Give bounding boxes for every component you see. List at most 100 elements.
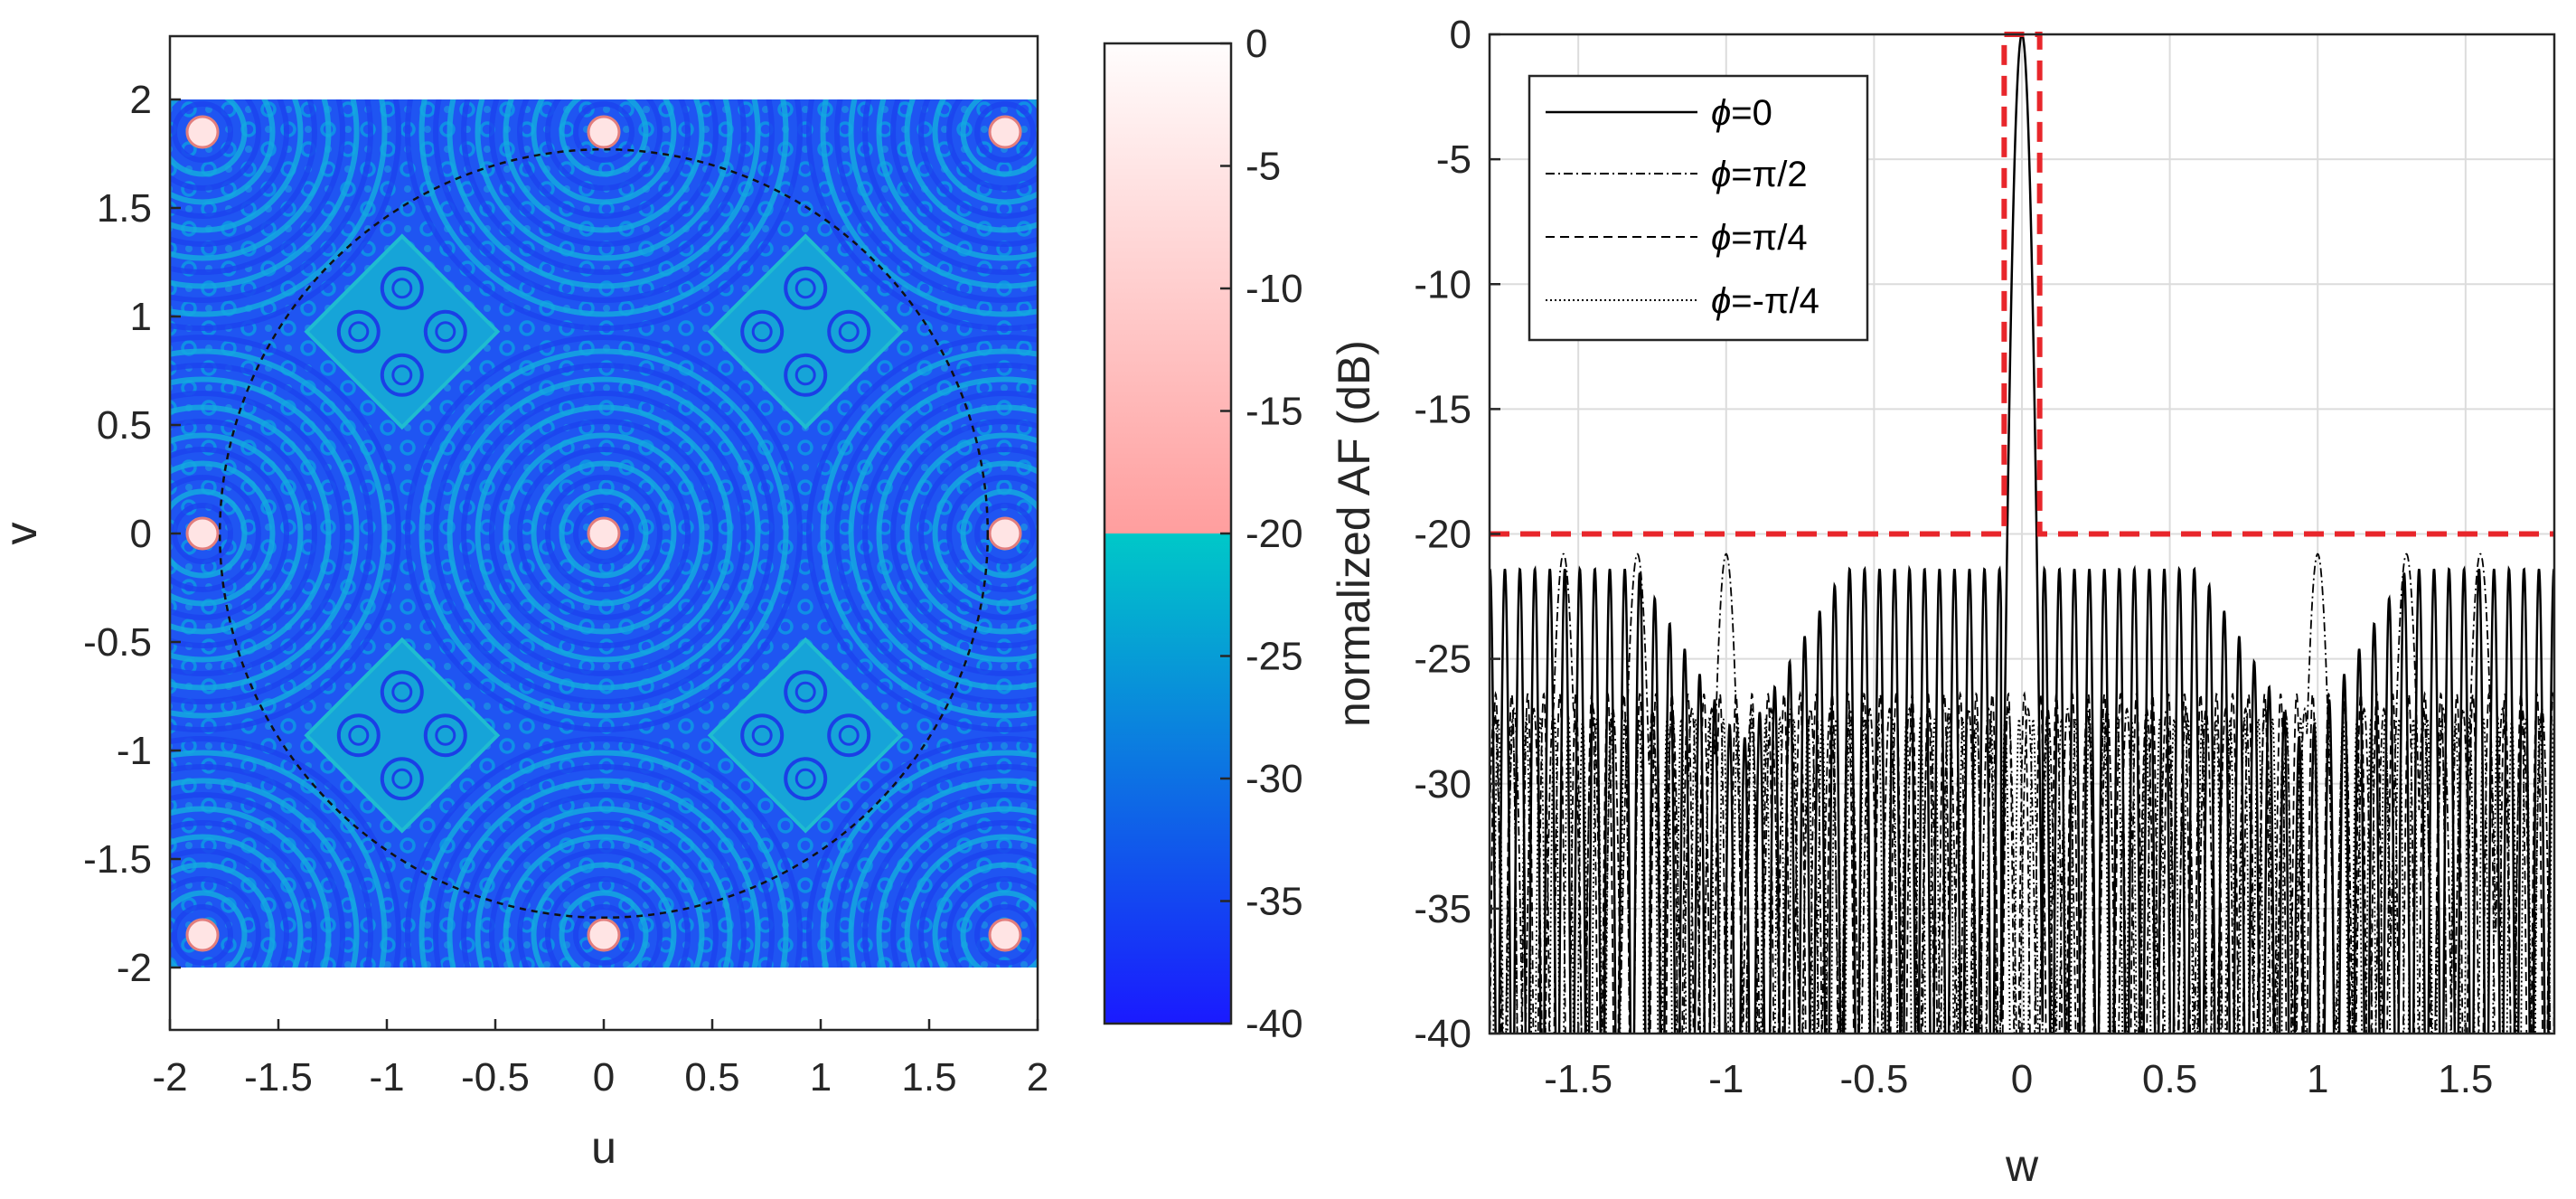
main-lobe-rings [806, 99, 1038, 331]
ring [974, 101, 1036, 163]
heatmap-x-ticks: -2 -1.5 -1 -0.5 0 0.5 1 1.5 2 [152, 1019, 1048, 1100]
heatmap-y-ticks: 2 1.5 1 0.5 0 -0.5 -1 -1.5 -2 [83, 78, 181, 990]
legend-label-phi-0: ϕ=0 [1711, 93, 1772, 133]
line-x-tick-label: 0 [2011, 1057, 2033, 1101]
line-x-tick-label: -0.5 [1839, 1057, 1908, 1101]
legend-entry-phi-pi-4[interactable]: ϕ=π/4 [1546, 218, 1808, 258]
ring [918, 848, 1038, 968]
ring [806, 736, 1038, 968]
line-x-tick-label: 1 [2307, 1057, 2328, 1101]
diamond-ring [336, 713, 381, 758]
ring [475, 404, 733, 663]
colorbar-tick-label: -5 [1246, 145, 1281, 189]
ring [172, 101, 233, 163]
line-x-ticks: -1.5 -1 -0.5 0 0.5 1 1.5 [1544, 1023, 2493, 1101]
legend-entry-phi-neg-pi-4[interactable]: ϕ=-π/4 [1546, 281, 1819, 321]
visible-region-circle [218, 147, 990, 920]
main-lobe-rings [405, 335, 803, 732]
heatmap-y-tick-label: 2 [130, 78, 152, 122]
diamond-ring-inner [838, 321, 860, 343]
uv-heatmap-panel: -2 -1.5 -1 -0.5 0 0.5 1 1.5 2 2 1.5 1 0.5 0 -0.5 -1 -1.… [0, 34, 1048, 1173]
heatmap-y-tick-label: -1 [117, 729, 152, 773]
legend-label-phi-neg-pi-4: ϕ=-π/4 [1711, 281, 1819, 321]
ring [918, 99, 1038, 219]
diamond-ring-inner [391, 278, 413, 299]
diamond-grating-lobe [304, 233, 501, 430]
ring [890, 820, 1038, 968]
ring [890, 99, 1038, 247]
ring [960, 890, 1038, 968]
heatmap-y-tick-label: -0.5 [83, 620, 152, 665]
ring [545, 876, 663, 968]
ring [170, 764, 373, 968]
diamond-ring-inner [435, 724, 456, 746]
ring [170, 460, 276, 607]
line-y-tick-label: -5 [1436, 137, 1471, 182]
diamond-ring-inner [794, 278, 816, 299]
colorbar-tick-label: -30 [1246, 757, 1303, 801]
heatmap-x-tick-label: -2 [152, 1055, 187, 1100]
line-y-tick-label: -25 [1414, 637, 1471, 682]
ring [503, 99, 705, 233]
ring [489, 419, 719, 648]
legend-entry-phi-pi-2[interactable]: ϕ=π/2 [1546, 155, 1808, 194]
ring [170, 834, 304, 968]
ring [170, 99, 248, 177]
heatmap-x-tick-label: 0.5 [684, 1055, 739, 1100]
ring [834, 99, 1038, 303]
ring [170, 99, 304, 233]
ring [531, 99, 677, 205]
heatmap-x-tick-label: 1 [810, 1055, 832, 1100]
diamond-ring-inner [391, 364, 413, 386]
legend-entry-phi-0[interactable]: ϕ=0 [1546, 93, 1772, 133]
ring [170, 750, 388, 968]
ring [848, 376, 1038, 691]
ring [170, 363, 373, 704]
diamond-ring [423, 713, 467, 758]
diamond-ring-inner [391, 768, 413, 789]
diamond-ring-inner [751, 321, 773, 343]
ring [170, 99, 332, 261]
ring [170, 876, 261, 968]
diamond-ring-inner [391, 681, 413, 703]
ring [932, 460, 1038, 607]
legend[interactable]: ϕ=0 ϕ=π/2 ϕ=π/4 ϕ=-π/4 [1528, 74, 1869, 342]
ring [904, 432, 1038, 635]
ring [170, 99, 401, 331]
line-y-tick-label: -35 [1414, 887, 1471, 931]
main-lobe-rings [170, 736, 401, 968]
ring [170, 99, 289, 219]
ring [862, 391, 1038, 676]
diamond-ring [380, 670, 424, 714]
ring [876, 806, 1038, 968]
diamond-ring [740, 713, 785, 758]
ring [170, 99, 276, 205]
ring [405, 99, 803, 331]
ring [172, 904, 233, 966]
series-line-dashed [1490, 690, 2554, 1034]
line-x-tick-label: 0.5 [2142, 1057, 2197, 1101]
ring [170, 820, 317, 968]
ring [974, 904, 1036, 966]
diamond-ring-inner [838, 724, 860, 746]
ring [461, 391, 747, 676]
diamond-ring [336, 309, 381, 354]
ring [573, 101, 635, 163]
heatmap-y-tick-label: -1.5 [83, 837, 152, 882]
colorbar-tick-label: -15 [1246, 390, 1303, 434]
heatmap-x-tick-label: -0.5 [461, 1055, 530, 1100]
line-y-axis-label: normalized AF (dB) [1329, 340, 1379, 727]
ring [170, 806, 332, 968]
diamond-ring [740, 309, 785, 354]
diamond-ring-inner [348, 724, 370, 746]
ring [904, 834, 1038, 968]
heatmap-y-axis-label: v [0, 523, 46, 545]
ring [820, 99, 1038, 317]
main-lobe-rings [806, 335, 1038, 732]
diamond-ring [380, 266, 424, 310]
main-lobe-peak [185, 115, 220, 149]
diamond-ring [784, 670, 828, 714]
ring [170, 99, 317, 247]
heatmap-x-tick-label: 2 [1027, 1055, 1048, 1100]
